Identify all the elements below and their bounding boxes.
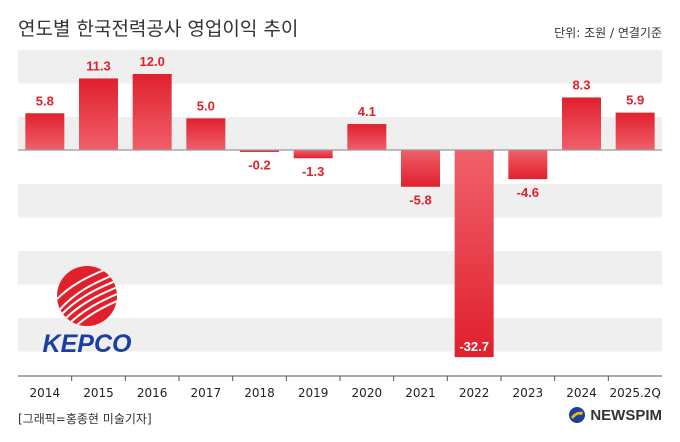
x-label-2025.2Q: 2025.2Q (609, 386, 660, 400)
value-label-2020: 4.1 (358, 104, 376, 119)
x-label-2019: 2019 (298, 386, 329, 400)
x-axis-labels: 2014 2015 2016 2017 2018 2019 2020 2021 2022 2023… (30, 386, 661, 400)
bar-2024 (562, 97, 601, 150)
brand-label: NEWSPIM (590, 406, 662, 424)
bar-2021 (401, 150, 440, 187)
bar-2018 (240, 150, 279, 152)
grid-band (18, 318, 662, 352)
bar-2017 (186, 118, 226, 150)
grid-band (18, 184, 662, 218)
bar-2014 (25, 113, 65, 150)
bar-2023 (508, 150, 548, 180)
value-labels: 5.8 11.3 12.0 5.0 -0.2 -1.3 4.1 -5.8 -32.7 -4.6 8.… (36, 54, 644, 354)
newspim-brand: NEWSPIM (568, 406, 662, 424)
value-label-2016: 12.0 (140, 54, 165, 69)
value-label-2025.2Q: 5.9 (626, 93, 644, 108)
x-axis-ticks (71, 376, 609, 381)
x-label-2016: 2016 (137, 386, 168, 400)
bar-2019 (293, 150, 333, 159)
bar-chart: 5.8 11.3 12.0 5.0 -0.2 -1.3 4.1 -5.8 -32.7 -4.6 8.… (18, 50, 662, 400)
value-label-2021: -5.8 (409, 193, 431, 208)
logo-wordmark: KEPCO (43, 330, 132, 358)
x-label-2015: 2015 (83, 386, 114, 400)
chart-title: 연도별 한국전력공사 영업이익 추이 (18, 18, 299, 40)
value-label-2017: 5.0 (197, 98, 215, 113)
kepco-logo: KEPCO (43, 266, 132, 358)
bar-2025.2Q (615, 112, 655, 150)
value-label-2023: -4.6 (517, 185, 539, 200)
x-label-2017: 2017 (191, 386, 222, 400)
value-label-2018: -0.2 (248, 157, 270, 172)
value-label-2015: 11.3 (86, 58, 111, 73)
value-label-2014: 5.8 (36, 93, 54, 108)
bars (25, 74, 655, 358)
x-label-2024: 2024 (566, 386, 597, 400)
value-label-2022: -32.7 (459, 339, 489, 354)
bar-2015 (79, 78, 118, 150)
unit-label: 단위: 조원 / 연결기준 (554, 26, 662, 40)
newspim-icon (569, 407, 586, 423)
bar-2022 (454, 150, 494, 358)
bar-2020 (347, 124, 387, 150)
x-label-2018: 2018 (244, 386, 275, 400)
x-label-2021: 2021 (405, 386, 436, 400)
x-label-2014: 2014 (30, 386, 61, 400)
background-stripes (18, 50, 662, 352)
value-label-2019: -1.3 (302, 164, 324, 179)
grid-band (18, 251, 662, 285)
value-label-2024: 8.3 (572, 77, 590, 92)
bar-2016 (132, 74, 172, 150)
x-label-2022: 2022 (459, 386, 490, 400)
grid-band (18, 117, 662, 151)
x-label-2020: 2020 (352, 386, 383, 400)
graphic-credit: [그래픽=홍종현 미술기자] (18, 412, 152, 426)
grid-band (18, 50, 662, 84)
x-label-2023: 2023 (513, 386, 544, 400)
